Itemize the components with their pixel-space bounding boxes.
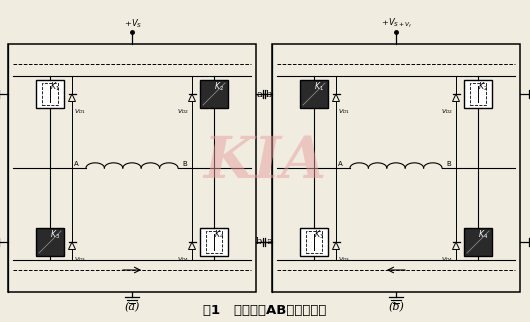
Bar bbox=[464, 80, 492, 108]
Bar bbox=[272, 44, 520, 292]
Text: $K_4$: $K_4$ bbox=[214, 229, 224, 241]
Bar bbox=[206, 231, 222, 253]
Text: KIA: KIA bbox=[204, 134, 326, 190]
Text: A: A bbox=[338, 161, 343, 167]
Bar bbox=[8, 44, 256, 292]
Text: $V_{D2}$: $V_{D2}$ bbox=[177, 108, 189, 117]
Text: $V_{D3}$: $V_{D3}$ bbox=[74, 256, 86, 264]
Bar bbox=[42, 83, 58, 105]
Bar bbox=[470, 83, 486, 105]
Text: +$V_S$: +$V_S$ bbox=[124, 17, 142, 30]
Text: (a): (a) bbox=[125, 302, 140, 312]
Bar bbox=[200, 228, 228, 256]
Text: B: B bbox=[446, 161, 450, 167]
Text: $K_2$: $K_2$ bbox=[478, 81, 488, 93]
Text: A: A bbox=[74, 161, 79, 167]
Bar bbox=[306, 231, 322, 253]
Bar bbox=[36, 228, 64, 256]
Text: $V_{D4}$: $V_{D4}$ bbox=[441, 256, 453, 264]
Text: $K_4$: $K_4$ bbox=[478, 229, 488, 241]
Text: $K_3$: $K_3$ bbox=[314, 229, 324, 241]
Text: $V_{D1}$: $V_{D1}$ bbox=[74, 108, 86, 117]
Text: B: B bbox=[182, 161, 187, 167]
Text: (b): (b) bbox=[388, 302, 404, 312]
Text: $K_1$: $K_1$ bbox=[314, 81, 324, 93]
Text: $K_3$: $K_3$ bbox=[50, 229, 60, 241]
Text: $V_{D2}$: $V_{D2}$ bbox=[441, 108, 453, 117]
Text: +$V_{S+V_f}$: +$V_{S+V_f}$ bbox=[381, 16, 413, 30]
Text: b: b bbox=[266, 90, 272, 99]
Text: $K_2$: $K_2$ bbox=[214, 81, 224, 93]
Text: $V_{D3}$: $V_{D3}$ bbox=[338, 256, 350, 264]
Text: a: a bbox=[266, 238, 272, 247]
Text: a: a bbox=[256, 90, 262, 99]
Text: 图1   电机绕组AB的电流方向: 图1 电机绕组AB的电流方向 bbox=[204, 304, 326, 317]
Bar bbox=[300, 80, 328, 108]
Text: $K_1$: $K_1$ bbox=[50, 81, 60, 93]
Text: $V_{D4}$: $V_{D4}$ bbox=[177, 256, 189, 264]
Bar bbox=[300, 228, 328, 256]
Bar bbox=[36, 80, 64, 108]
Bar bbox=[200, 80, 228, 108]
Text: b: b bbox=[256, 238, 262, 247]
Bar bbox=[464, 228, 492, 256]
Text: $V_{D1}$: $V_{D1}$ bbox=[338, 108, 350, 117]
